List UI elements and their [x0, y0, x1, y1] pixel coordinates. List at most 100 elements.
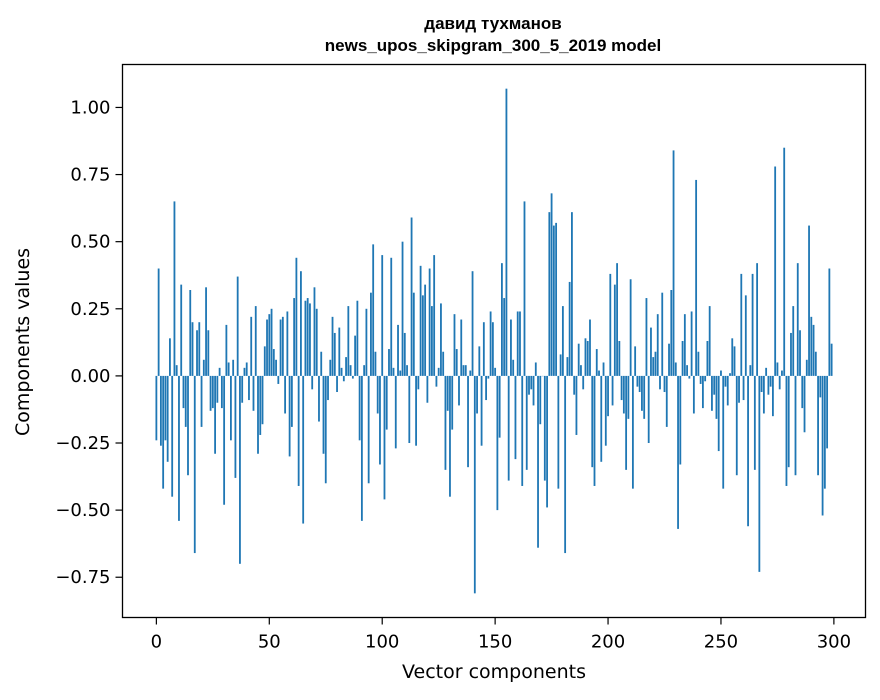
- bar: [235, 376, 237, 478]
- bar: [582, 376, 584, 389]
- bar: [268, 314, 270, 376]
- bar: [675, 362, 677, 375]
- bar: [792, 306, 794, 376]
- bar: [627, 376, 629, 419]
- bar: [212, 376, 214, 408]
- bar: [485, 376, 487, 400]
- bar: [831, 344, 833, 376]
- bar: [804, 376, 806, 432]
- bar: [641, 376, 643, 411]
- bar: [639, 376, 641, 392]
- bar: [679, 376, 681, 465]
- bar: [494, 368, 496, 376]
- bar: [176, 365, 178, 376]
- bar: [467, 376, 469, 467]
- bar: [305, 301, 307, 376]
- bar: [594, 376, 596, 486]
- bar: [763, 376, 765, 414]
- bar: [183, 376, 185, 408]
- x-tick-label: 300: [817, 632, 851, 653]
- bar: [228, 362, 230, 375]
- bar: [162, 376, 164, 489]
- bar: [216, 376, 218, 403]
- bar: [580, 365, 582, 376]
- y-tick-label: −0.25: [55, 433, 110, 454]
- bar: [777, 362, 779, 375]
- bar: [713, 376, 715, 395]
- bar: [623, 376, 625, 414]
- bar: [517, 311, 519, 375]
- bar: [657, 314, 659, 376]
- bar: [533, 376, 535, 406]
- bar: [309, 303, 311, 375]
- bar: [546, 376, 548, 508]
- bar: [386, 376, 388, 430]
- bar: [774, 167, 776, 376]
- bar: [761, 376, 763, 392]
- bar: [180, 285, 182, 376]
- bar: [295, 258, 297, 376]
- bar: [327, 376, 329, 400]
- bar: [406, 365, 408, 376]
- bar: [225, 325, 227, 376]
- bar: [241, 376, 243, 403]
- bar: [553, 226, 555, 376]
- bar: [673, 150, 675, 376]
- bar: [783, 148, 785, 376]
- bar: [727, 376, 729, 406]
- bar: [440, 303, 442, 375]
- bar: [205, 287, 207, 376]
- bar: [709, 306, 711, 376]
- bar: [747, 376, 749, 526]
- bar: [223, 376, 225, 505]
- bar: [167, 376, 169, 462]
- bar: [612, 376, 614, 406]
- bar: [822, 376, 824, 516]
- bar: [515, 376, 517, 459]
- bar: [221, 376, 223, 408]
- bar: [521, 376, 523, 486]
- bar: [810, 317, 812, 376]
- bar: [422, 295, 424, 376]
- bar: [797, 263, 799, 376]
- bar: [487, 376, 489, 379]
- bar: [616, 263, 618, 376]
- bar: [530, 376, 532, 389]
- bar: [433, 255, 435, 376]
- bar: [336, 376, 338, 392]
- bar: [370, 293, 372, 376]
- bar: [155, 376, 157, 440]
- bar: [417, 376, 419, 389]
- bar: [607, 376, 609, 416]
- bar: [808, 226, 810, 376]
- bar: [194, 376, 196, 553]
- bar: [625, 376, 627, 470]
- bar: [551, 193, 553, 376]
- x-axis-label: Vector components: [402, 661, 586, 683]
- chart-title: давид тухманов: [424, 14, 561, 33]
- bar: [734, 346, 736, 376]
- bar: [700, 376, 702, 384]
- bar: [598, 371, 600, 376]
- bar: [160, 376, 162, 446]
- bar: [539, 376, 541, 424]
- bar: [718, 376, 720, 451]
- bar: [311, 376, 313, 389]
- bar: [492, 322, 494, 376]
- bar: [743, 376, 745, 400]
- bar: [354, 336, 356, 376]
- bar: [460, 320, 462, 376]
- bar: [790, 333, 792, 376]
- bar: [526, 376, 528, 470]
- bar: [745, 295, 747, 376]
- bar: [415, 376, 417, 446]
- bar: [720, 371, 722, 376]
- bar: [779, 376, 781, 389]
- bar: [591, 376, 593, 467]
- bar: [630, 279, 632, 376]
- bar: [198, 322, 200, 376]
- bar: [356, 301, 358, 376]
- bar: [375, 352, 377, 376]
- bar: [187, 376, 189, 475]
